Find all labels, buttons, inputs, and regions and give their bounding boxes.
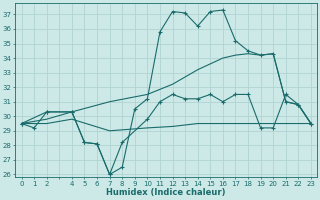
X-axis label: Humidex (Indice chaleur): Humidex (Indice chaleur) (107, 188, 226, 197)
